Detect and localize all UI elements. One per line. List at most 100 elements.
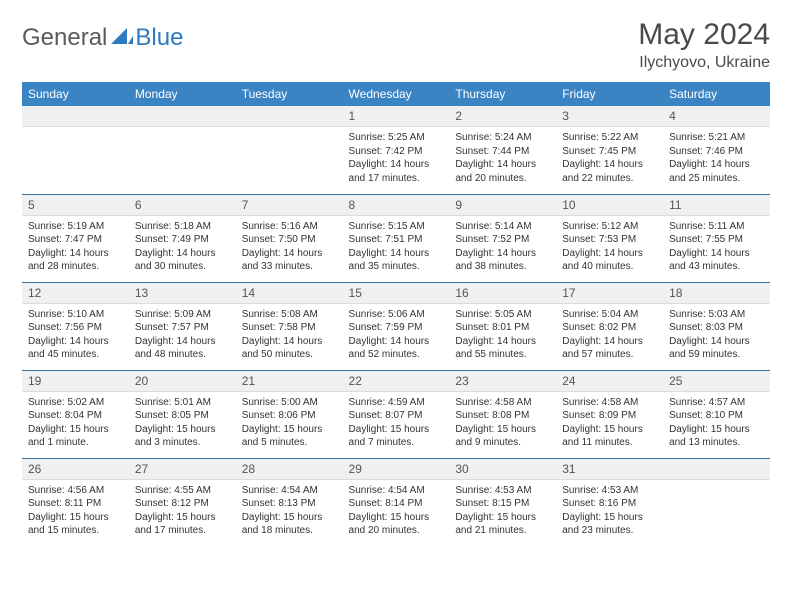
day-details: Sunrise: 5:05 AMSunset: 8:01 PMDaylight:… xyxy=(449,304,556,366)
daylight-line: Daylight: 15 hours and 7 minutes. xyxy=(349,424,430,449)
sunrise-line: Sunrise: 5:09 AM xyxy=(135,309,211,320)
sunset-line: Sunset: 7:58 PM xyxy=(242,322,316,333)
daylight-line: Daylight: 14 hours and 52 minutes. xyxy=(349,336,430,361)
calendar-day-cell: 18Sunrise: 5:03 AMSunset: 8:03 PMDayligh… xyxy=(663,282,770,370)
day-details: Sunrise: 4:53 AMSunset: 8:16 PMDaylight:… xyxy=(556,480,663,542)
day-number: 27 xyxy=(129,459,236,480)
sunrise-line: Sunrise: 5:22 AM xyxy=(562,132,638,143)
sunset-line: Sunset: 8:10 PM xyxy=(669,410,743,421)
calendar-table: Sunday Monday Tuesday Wednesday Thursday… xyxy=(22,82,770,546)
sunrise-line: Sunrise: 5:11 AM xyxy=(669,221,744,232)
daylight-line: Daylight: 15 hours and 18 minutes. xyxy=(242,512,323,537)
sunrise-line: Sunrise: 5:12 AM xyxy=(562,221,638,232)
calendar-day-cell: 15Sunrise: 5:06 AMSunset: 7:59 PMDayligh… xyxy=(343,282,450,370)
sunset-line: Sunset: 8:12 PM xyxy=(135,498,209,509)
sunset-line: Sunset: 7:45 PM xyxy=(562,146,636,157)
sunset-line: Sunset: 8:03 PM xyxy=(669,322,743,333)
day-number: 14 xyxy=(236,283,343,304)
day-number: . xyxy=(236,106,343,127)
calendar-day-cell: 13Sunrise: 5:09 AMSunset: 7:57 PMDayligh… xyxy=(129,282,236,370)
sunset-line: Sunset: 8:04 PM xyxy=(28,410,102,421)
weekday-header: Friday xyxy=(556,82,663,106)
calendar-day-cell: 24Sunrise: 4:58 AMSunset: 8:09 PMDayligh… xyxy=(556,370,663,458)
daylight-line: Daylight: 15 hours and 13 minutes. xyxy=(669,424,750,449)
day-details: Sunrise: 4:58 AMSunset: 8:09 PMDaylight:… xyxy=(556,392,663,454)
daylight-line: Daylight: 15 hours and 11 minutes. xyxy=(562,424,643,449)
weekday-header: Tuesday xyxy=(236,82,343,106)
calendar-day-cell: 23Sunrise: 4:58 AMSunset: 8:08 PMDayligh… xyxy=(449,370,556,458)
calendar-day-cell: 10Sunrise: 5:12 AMSunset: 7:53 PMDayligh… xyxy=(556,194,663,282)
sunset-line: Sunset: 7:47 PM xyxy=(28,234,102,245)
day-number: 7 xyxy=(236,195,343,216)
calendar-week-row: 5Sunrise: 5:19 AMSunset: 7:47 PMDaylight… xyxy=(22,194,770,282)
sunset-line: Sunset: 7:44 PM xyxy=(455,146,529,157)
day-details: Sunrise: 4:57 AM Sunset: 8:10 PM Daylight:… xyxy=(663,392,770,454)
page-title: May 2024 xyxy=(638,18,770,52)
day-number: 2 xyxy=(449,106,556,127)
day-details: Sunrise: 5:18 AMSunset: 7:49 PMDaylight:… xyxy=(129,216,236,278)
title-block: May 2024 Ilychyovo, Ukraine xyxy=(638,18,770,72)
day-details: Sunrise: 4:58 AMSunset: 8:08 PMDaylight:… xyxy=(449,392,556,454)
day-number: 9 xyxy=(449,195,556,216)
day-number: 10 xyxy=(556,195,663,216)
day-number: 5 xyxy=(22,195,129,216)
sunrise-line: Sunrise: 4:53 AM xyxy=(562,485,638,496)
calendar-day-cell: 12Sunrise: 5:10 AMSunset: 7:56 PMDayligh… xyxy=(22,282,129,370)
daylight-line: Daylight: 14 hours and 17 minutes. xyxy=(349,159,430,184)
day-number: 15 xyxy=(343,283,450,304)
day-details: Sunrise: 5:12 AMSunset: 7:53 PMDaylight:… xyxy=(556,216,663,278)
calendar-day-cell: 30Sunrise: 4:53 AMSunset: 8:15 PMDayligh… xyxy=(449,458,556,546)
day-number: 23 xyxy=(449,371,556,392)
calendar-day-cell: 9Sunrise: 5:14 AMSunset: 7:52 PMDaylight… xyxy=(449,194,556,282)
weekday-header: Sunday xyxy=(22,82,129,106)
calendar-day-cell: 25Sunrise: 4:57 AMSunset: 8:10 PMDayligh… xyxy=(663,370,770,458)
day-details: Sunrise: 5:09 AMSunset: 7:57 PMDaylight:… xyxy=(129,304,236,366)
daylight-line: Daylight: 15 hours and 20 minutes. xyxy=(349,512,430,537)
day-number: . xyxy=(22,106,129,127)
sunrise-line: Sunrise: 5:02 AM xyxy=(28,397,104,408)
daylight-line: Daylight: 15 hours and 9 minutes. xyxy=(455,424,536,449)
day-details: Sunrise: 4:54 AMSunset: 8:13 PMDaylight:… xyxy=(236,480,343,542)
calendar-day-cell: 6Sunrise: 5:18 AMSunset: 7:49 PMDaylight… xyxy=(129,194,236,282)
sunset-line: Sunset: 8:16 PM xyxy=(562,498,636,509)
location-text: Ilychyovo, Ukraine xyxy=(638,54,770,72)
sunrise-line: Sunrise: 5:15 AM xyxy=(349,221,425,232)
calendar-day-cell: 8Sunrise: 5:15 AMSunset: 7:51 PMDaylight… xyxy=(343,194,450,282)
daylight-line: Daylight: 14 hours and 35 minutes. xyxy=(349,248,430,273)
sunrise-line: Sunrise: 4:58 AM xyxy=(455,397,531,408)
day-number: 28 xyxy=(236,459,343,480)
sunset-line: Sunset: 8:14 PM xyxy=(349,498,423,509)
sunset-line: Sunset: 8:02 PM xyxy=(562,322,636,333)
day-number: 11 xyxy=(663,195,770,216)
calendar-day-cell: 31Sunrise: 4:53 AMSunset: 8:16 PMDayligh… xyxy=(556,458,663,546)
sunrise-line: Sunrise: 5:14 AM xyxy=(455,221,531,232)
day-number: 12 xyxy=(22,283,129,304)
calendar-week-row: 12Sunrise: 5:10 AMSunset: 7:56 PMDayligh… xyxy=(22,282,770,370)
day-details: Sunrise: 5:01 AMSunset: 8:05 PMDaylight:… xyxy=(129,392,236,454)
daylight-line: Daylight: 14 hours and 57 minutes. xyxy=(562,336,643,361)
day-details: Sunrise: 4:54 AMSunset: 8:14 PMDaylight:… xyxy=(343,480,450,542)
sunrise-line: Sunrise: 5:21 AM xyxy=(669,132,745,143)
weekday-header-row: Sunday Monday Tuesday Wednesday Thursday… xyxy=(22,82,770,106)
sunrise-line: Sunrise: 4:57 AM xyxy=(669,397,745,408)
calendar-day-cell: 4Sunrise: 5:21 AMSunset: 7:46 PMDaylight… xyxy=(663,106,770,194)
day-number: 21 xyxy=(236,371,343,392)
calendar-day-cell: 17Sunrise: 5:04 AMSunset: 8:02 PMDayligh… xyxy=(556,282,663,370)
day-number: 24 xyxy=(556,371,663,392)
calendar-day-cell: 5Sunrise: 5:19 AMSunset: 7:47 PMDaylight… xyxy=(22,194,129,282)
calendar-day-cell: 28Sunrise: 4:54 AMSunset: 8:13 PMDayligh… xyxy=(236,458,343,546)
weekday-header: Saturday xyxy=(663,82,770,106)
day-number: 30 xyxy=(449,459,556,480)
calendar-week-row: 26Sunrise: 4:56 AMSunset: 8:11 PMDayligh… xyxy=(22,458,770,546)
sunset-line: Sunset: 7:55 PM xyxy=(669,234,743,245)
daylight-line: Daylight: 14 hours and 30 minutes. xyxy=(135,248,216,273)
daylight-line: Daylight: 15 hours and 17 minutes. xyxy=(135,512,216,537)
day-details: Sunrise: 5:10 AMSunset: 7:56 PMDaylight:… xyxy=(22,304,129,366)
sunrise-line: Sunrise: 4:58 AM xyxy=(562,397,638,408)
daylight-line: Daylight: 15 hours and 3 minutes. xyxy=(135,424,216,449)
sunrise-line: Sunrise: 5:18 AM xyxy=(135,221,211,232)
day-number: 3 xyxy=(556,106,663,127)
logo: General Blue xyxy=(22,24,183,52)
daylight-line: Daylight: 14 hours and 22 minutes. xyxy=(562,159,643,184)
daylight-line: Daylight: 15 hours and 15 minutes. xyxy=(28,512,109,537)
